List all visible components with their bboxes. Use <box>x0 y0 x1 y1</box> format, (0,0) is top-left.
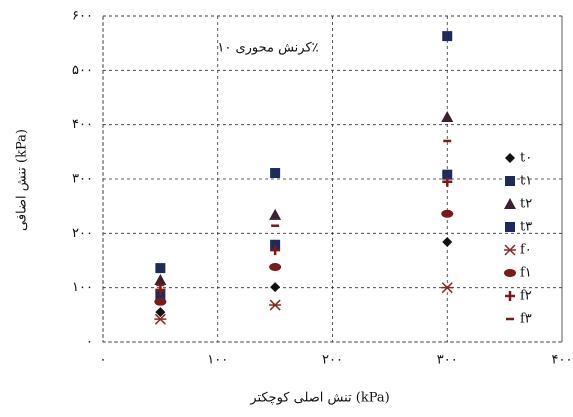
y-tick-label: ۶۰۰ <box>72 9 93 24</box>
marker <box>505 153 515 163</box>
legend-label: t۰ <box>520 151 532 166</box>
marker <box>269 263 282 272</box>
y-tick-label: ۱۰۰ <box>72 280 93 295</box>
marker <box>441 209 454 218</box>
legend-label: f۰ <box>520 243 532 258</box>
x-tick-label: ۰ <box>100 353 107 368</box>
marker <box>504 198 516 209</box>
legend-label: f۳ <box>520 312 532 327</box>
y-tick-label: ۳۰۰ <box>72 172 93 187</box>
legend-label: t۳ <box>520 220 532 235</box>
marker <box>504 269 516 277</box>
marker <box>154 297 167 306</box>
y-tick-label: ۲۰۰ <box>72 226 93 241</box>
marker <box>270 168 281 179</box>
y-tick-label: ۰ <box>86 335 93 350</box>
marker <box>154 274 167 286</box>
marker <box>442 237 453 248</box>
marker <box>269 299 282 311</box>
marker <box>155 307 166 318</box>
marker <box>155 284 166 295</box>
marker <box>442 31 453 42</box>
marker <box>270 282 281 293</box>
marker <box>270 245 281 256</box>
y-axis-label: تنش اضافی (kPa) <box>15 129 30 231</box>
marker <box>269 208 282 220</box>
annotation: کرنش محوری ۱۰٪ <box>217 41 318 56</box>
x-tick-label: ۱۰۰ <box>207 353 228 368</box>
marker <box>505 222 515 232</box>
marker <box>441 111 454 123</box>
y-tick-label: ۴۰۰ <box>72 117 93 132</box>
x-tick-label: ۳۰۰ <box>437 353 458 368</box>
legend-label: f۲ <box>520 289 532 304</box>
legend-label: t۲ <box>520 197 532 212</box>
marker <box>442 176 453 187</box>
x-tick-label: ۲۰۰ <box>322 353 343 368</box>
marker <box>441 282 454 294</box>
marker <box>442 169 453 180</box>
marker <box>504 244 516 256</box>
marker <box>154 313 167 325</box>
legend-label: f۱ <box>520 266 532 281</box>
marker <box>155 263 166 274</box>
plot-frame <box>102 15 563 343</box>
y-tick-label: ۵۰۰ <box>72 63 93 78</box>
x-tick-label: ۴۰۰ <box>552 353 573 368</box>
x-axis-label: تنش اصلی کوچکتر (kPa) <box>249 391 389 406</box>
marker <box>270 239 281 250</box>
legend-label: t۱ <box>520 174 532 189</box>
marker <box>505 176 515 186</box>
marker <box>505 291 515 301</box>
